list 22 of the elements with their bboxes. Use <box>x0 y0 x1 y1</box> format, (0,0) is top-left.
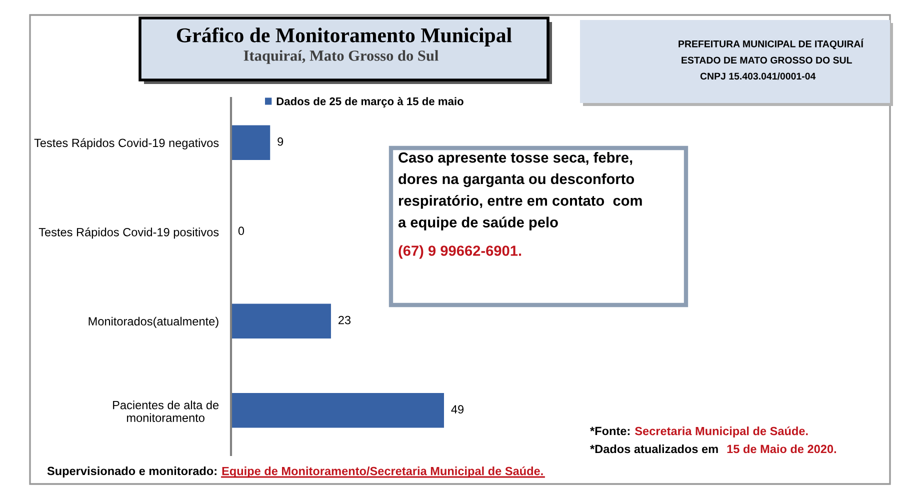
annotation: (67) 9 99662-6901. <box>398 245 522 259</box>
text: *Fonte: <box>590 426 630 436</box>
text: 15 de Maio de 2020. <box>727 444 836 454</box>
data-label: 0 <box>238 226 244 236</box>
text: PREFEITURA MUNICIPAL DE ITAQUIRAÍ <box>678 38 864 50</box>
y-tick-label: Testes Rápidos Covid-19 negativos <box>34 138 219 150</box>
data-label: 23 <box>338 316 351 324</box>
legend-label: Dados de 25 de março à 15 de maio <box>276 97 464 108</box>
text: Supervisionado e monitorado: <box>47 466 216 478</box>
data-label: 9 <box>278 137 284 146</box>
y-tick-label: Pacientes de alta de monitoramento <box>113 400 219 422</box>
chart-title: Gráfico de Monitoramento Municipal <box>176 27 512 47</box>
text: Secretaria Municipal de Saúde. <box>634 426 808 438</box>
chart-subtitle: Itaquiraí, Mato Grosso do Sul <box>244 50 438 64</box>
text: Equipe de Monitoramento/Secretaria Municipal de Saúde. <box>222 466 543 478</box>
text: CNPJ 15.403.041/0001-04 <box>700 72 816 80</box>
text: ESTADO DE MATO GROSSO DO SUL <box>682 56 852 64</box>
y-tick-label: Testes Rápidos Covid-19 positivos <box>38 228 219 239</box>
annotation: Caso apresente tosse seca, febre, dores na garganta ou desconforto respiratório, entre em contato com a equipe de saúde pelo <box>398 152 642 230</box>
data-label: 49 <box>451 405 464 414</box>
text: *Dados atualizados em <box>590 444 718 454</box>
y-tick-label: Monitorados(atualmente) <box>88 316 218 328</box>
